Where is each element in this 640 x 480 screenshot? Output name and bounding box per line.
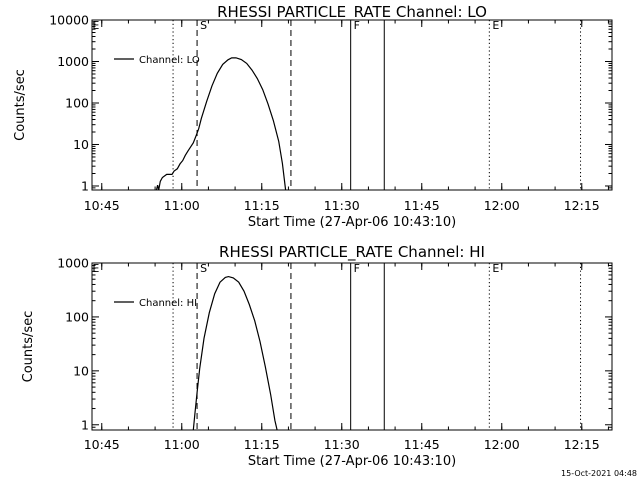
event-marker-label: E (492, 262, 499, 275)
y-tick-label: 10 (73, 363, 89, 378)
x-tick-label: 12:15 (564, 437, 600, 452)
legend-label: Channel: HI (139, 298, 197, 309)
legend-label: Channel: LO (139, 55, 200, 66)
panels-group: RHESSI PARTICLE_RATE Channel: LO 10:45 11:… (13, 3, 613, 469)
x-axis-label: Start Time (27-Apr-06 10:43:10) (248, 454, 456, 469)
x-tick-label: 11:45 (404, 437, 440, 452)
event-marker-label: F (354, 19, 360, 32)
x-tick-label: 11:30 (324, 437, 360, 452)
y-tick-label: 100 (65, 309, 89, 324)
y-tick-label: 1 (81, 178, 89, 193)
y-axis-label: Counts/sec (13, 69, 28, 141)
event-marker-label: E (492, 19, 499, 32)
timestamp-label: 15-Oct-2021 04:48 (561, 469, 637, 478)
plot-frame (91, 262, 613, 431)
x-tick-label: 12:00 (484, 437, 520, 452)
panel-1: RHESSI PARTICLE_RATE Channel: LO 10:45 11:… (13, 3, 613, 230)
y-tick-label: 1000 (57, 256, 89, 271)
y-axis-label: Counts/sec (21, 311, 36, 383)
x-tick-label: 11:30 (324, 198, 360, 213)
y-tick-label: 1 (81, 417, 89, 432)
event-marker-label: S (200, 262, 207, 275)
y-tick-label: 1000 (57, 54, 89, 69)
series-line (192, 275, 278, 430)
y-tick-label: 10000 (49, 13, 89, 28)
event-marker-label: F (354, 262, 360, 275)
x-tick-label: 10:45 (84, 437, 120, 452)
x-tick-label: 11:15 (244, 437, 280, 452)
y-tick-label: 100 (65, 95, 89, 110)
chart-title: RHESSI PARTICLE_RATE Channel: HI (219, 243, 485, 262)
event-marker-label: E (92, 19, 99, 32)
chart-title: RHESSI PARTICLE_RATE Channel: LO (217, 3, 487, 22)
y-tick-label: 10 (73, 137, 89, 152)
series-line (155, 57, 287, 190)
panel-2: RHESSI PARTICLE_RATE Channel: HI 10:45 11:… (21, 243, 613, 469)
x-axis-label: Start Time (27-Apr-06 10:43:10) (248, 215, 456, 230)
x-tick-label: 12:15 (564, 198, 600, 213)
event-marker-label: E (92, 262, 99, 275)
x-tick-label: 11:00 (164, 198, 200, 213)
event-marker-label: S (200, 19, 207, 32)
x-tick-label: 10:45 (84, 198, 120, 213)
x-tick-label: 12:00 (484, 198, 520, 213)
x-tick-label: 11:15 (244, 198, 280, 213)
x-tick-label: 11:45 (404, 198, 440, 213)
x-tick-label: 11:00 (164, 437, 200, 452)
